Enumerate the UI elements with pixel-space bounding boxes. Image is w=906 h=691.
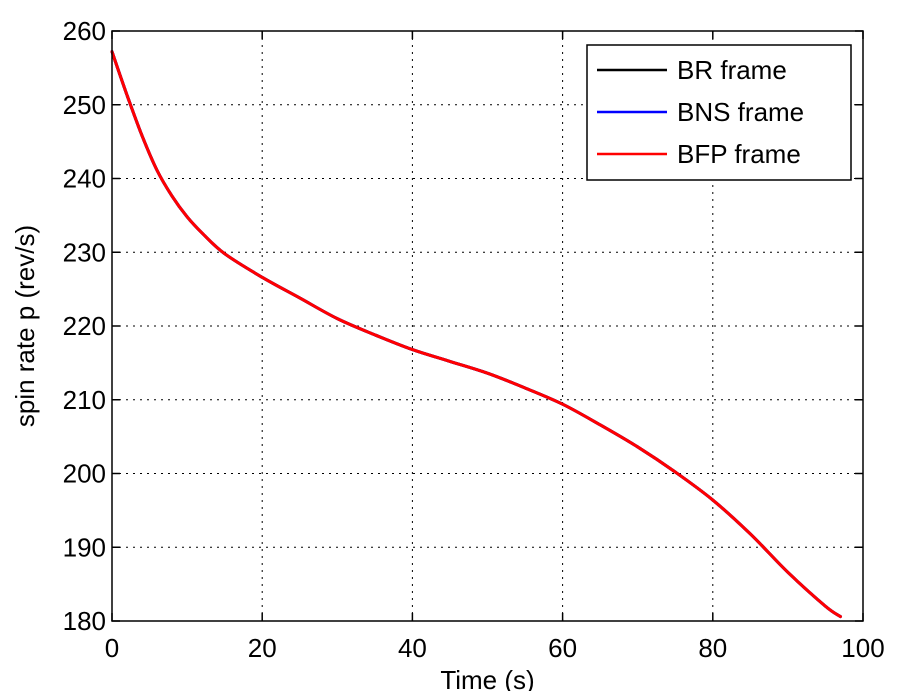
x-tick-label: 0	[105, 633, 119, 663]
y-tick-label: 260	[63, 16, 106, 46]
x-tick-label: 60	[548, 633, 577, 663]
x-tick-labels: 0 20 40 60 80 100	[105, 633, 885, 663]
x-axis-label: Time (s)	[440, 665, 534, 691]
y-axis-label: spin rate p (rev/s)	[10, 225, 40, 427]
x-tick-label: 100	[841, 633, 884, 663]
x-tick-label: 80	[698, 633, 727, 663]
series-line-bfp-frame	[110, 50, 842, 619]
y-tick-label: 180	[63, 606, 106, 636]
legend-label-bfp: BFP frame	[677, 139, 801, 169]
series-lines	[110, 50, 842, 619]
y-tick-label: 230	[63, 237, 106, 267]
legend-label-br: BR frame	[677, 55, 787, 85]
y-tick-label: 210	[63, 385, 106, 415]
legend-label-bns: BNS frame	[677, 97, 804, 127]
y-tick-label: 200	[63, 459, 106, 489]
legend: BR frame BNS frame BFP frame	[586, 44, 852, 181]
y-tick-label: 250	[63, 90, 106, 120]
x-tick-label: 40	[398, 633, 427, 663]
y-tick-label: 240	[63, 164, 106, 194]
y-tick-labels: 180 190 200 210 220 230 240 250 260	[63, 16, 106, 636]
y-tick-label: 190	[63, 532, 106, 562]
x-tick-label: 20	[248, 633, 277, 663]
axis-ticks	[111, 30, 864, 622]
y-tick-label: 220	[63, 311, 106, 341]
